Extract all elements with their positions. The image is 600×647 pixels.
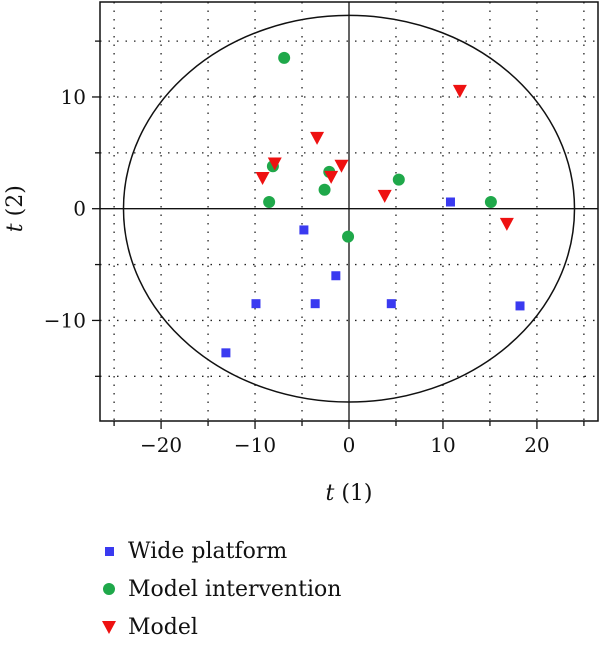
data-point-square xyxy=(310,299,320,309)
data-point-triangle xyxy=(310,131,325,145)
data-point-circle xyxy=(392,173,405,186)
y-tick-label: 10 xyxy=(61,85,86,109)
data-point-square xyxy=(251,299,261,309)
x-tick-label: −10 xyxy=(234,433,276,457)
x-tick-label: −20 xyxy=(140,433,182,457)
data-point-triangle xyxy=(452,84,467,98)
legend-label: Model intervention xyxy=(128,576,342,602)
legend-triangle-marker xyxy=(102,620,116,634)
data-points xyxy=(221,51,525,358)
legend-item-model: Model xyxy=(94,608,341,646)
data-point-triangle xyxy=(334,159,349,173)
legend-item-model-intervention: Model intervention xyxy=(94,570,341,608)
data-point-triangle xyxy=(499,217,514,231)
data-point-circle xyxy=(318,183,331,196)
data-point-circle xyxy=(484,196,497,209)
legend: Wide platform Model intervention Model xyxy=(94,532,341,646)
data-point-triangle xyxy=(377,189,392,203)
data-point-square xyxy=(445,197,455,207)
zero-axes xyxy=(100,2,598,421)
y-axis-title: t (2) xyxy=(3,185,28,232)
y-tick-label: −10 xyxy=(44,308,86,332)
data-point-triangle xyxy=(267,157,282,171)
legend-label: Model xyxy=(128,614,198,640)
x-tick-label: 20 xyxy=(524,433,549,457)
data-point-circle xyxy=(278,51,291,64)
axis-ticks: −20 −10 0 10 20 −10 0 10 xyxy=(44,40,585,457)
data-point-square xyxy=(386,299,396,309)
data-point-square xyxy=(331,271,341,281)
legend-square-marker xyxy=(104,546,114,556)
y-tick-label: 0 xyxy=(73,197,86,221)
data-point-square xyxy=(221,348,231,358)
data-point-circle xyxy=(263,196,276,209)
grid-lines xyxy=(100,2,598,421)
x-axis-title: t (1) xyxy=(326,481,373,506)
x-tick-label: 10 xyxy=(430,433,455,457)
data-point-square xyxy=(299,225,309,235)
x-tick-label: 0 xyxy=(343,433,356,457)
data-point-triangle xyxy=(324,170,339,184)
legend-item-wide-platform: Wide platform xyxy=(94,532,341,570)
data-point-square xyxy=(515,301,525,311)
data-point-triangle xyxy=(255,172,270,186)
legend-label: Wide platform xyxy=(128,538,288,564)
data-point-circle xyxy=(342,230,355,243)
scatter-plot: −20 −10 0 10 20 −10 0 10 t (1) t (2) xyxy=(3,1,599,506)
legend-circle-marker xyxy=(103,583,115,595)
confidence-ellipse xyxy=(122,14,576,403)
